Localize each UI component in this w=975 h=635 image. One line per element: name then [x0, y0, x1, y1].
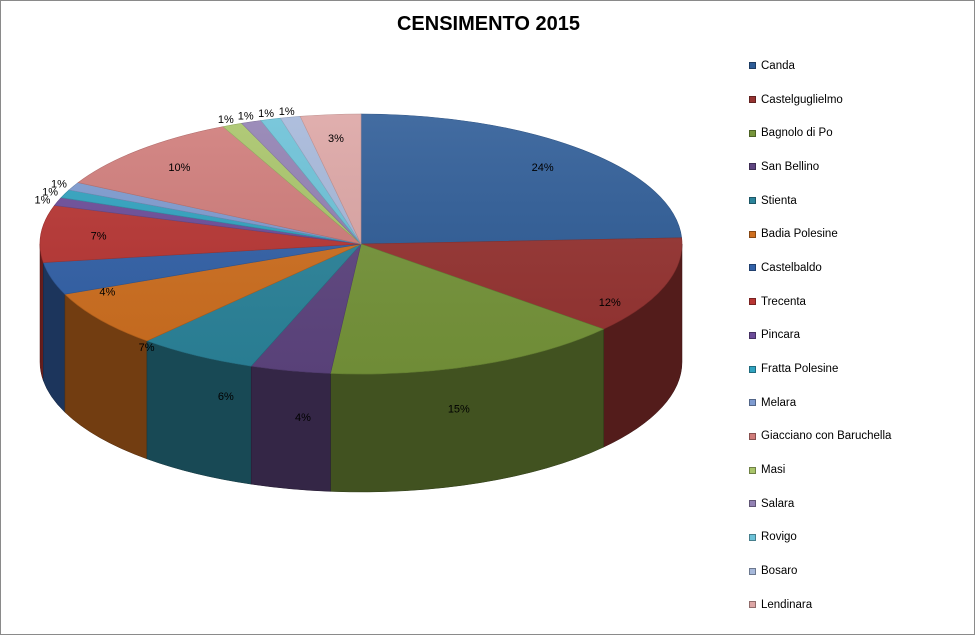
- legend-item-masi: Masi: [749, 453, 969, 487]
- legend-item-castelbaldo: Castelbaldo: [749, 251, 969, 285]
- slice-label-badia-polesine: 7%: [139, 342, 155, 354]
- legend-swatch: [749, 399, 756, 407]
- legend-label: Castelguglielmo: [761, 93, 843, 106]
- slice-label-castelbaldo: 4%: [99, 286, 115, 298]
- slice-label-lendinara: 3%: [328, 133, 344, 145]
- slice-label-pincara: 1%: [35, 194, 51, 206]
- slice-label-san-bellino: 4%: [295, 412, 311, 424]
- legend-swatch: [749, 567, 756, 575]
- slice-label-stienta: 6%: [218, 391, 234, 403]
- legend-item-badia-polesine: Badia Polesine: [749, 217, 969, 251]
- slice-label-castelguglielmo: 12%: [599, 297, 621, 309]
- legend-item-giacciano-con-baruchella: Giacciano con Baruchella: [749, 420, 969, 454]
- legend-label: Badia Polesine: [761, 228, 838, 241]
- slice-label-melara: 1%: [51, 178, 67, 190]
- legend-label: Stienta: [761, 194, 797, 207]
- legend-swatch: [749, 197, 756, 205]
- legend-label: Bagnolo di Po: [761, 127, 833, 140]
- legend-label: Rovigo: [761, 531, 797, 544]
- slice-label-rovigo: 1%: [258, 108, 274, 120]
- legend-item-castelguglielmo: Castelguglielmo: [749, 83, 969, 117]
- slice-label-masi: 1%: [218, 114, 234, 126]
- legend-swatch: [749, 500, 756, 508]
- legend-label: Trecenta: [761, 295, 806, 308]
- pie-top-sheen: [40, 114, 682, 374]
- legend-label: Lendinara: [761, 598, 813, 611]
- slice-label-giacciano-con-baruchella: 10%: [168, 162, 190, 174]
- legend-item-melara: Melara: [749, 386, 969, 420]
- legend-label: Fratta Polesine: [761, 363, 839, 376]
- pie-side-san-bellino: [250, 365, 331, 492]
- legend-item-san-bellino: San Bellino: [749, 150, 969, 184]
- legend-item-fratta-polesine: Fratta Polesine: [749, 352, 969, 386]
- legend-swatch: [749, 163, 756, 171]
- legend-swatch: [749, 62, 756, 70]
- legend-label: Bosaro: [761, 565, 798, 578]
- legend-item-pincara: Pincara: [749, 319, 969, 353]
- chart-title: CENSIMENTO 2015: [396, 13, 581, 35]
- legend-label: Giacciano con Baruchella: [761, 430, 892, 443]
- legend-swatch: [749, 96, 756, 104]
- legend-item-trecenta: Trecenta: [749, 285, 969, 319]
- legend-label: Masi: [761, 464, 786, 477]
- chart-legend: Canda Castelguglielmo Bagnolo di Po San Bel…: [749, 49, 969, 622]
- slice-label-salara: 1%: [238, 111, 254, 123]
- slice-label-bosaro: 1%: [279, 106, 295, 118]
- slice-label-trecenta: 7%: [91, 231, 107, 243]
- legend-swatch: [749, 298, 756, 306]
- legend-label: Canda: [761, 59, 795, 72]
- legend-swatch: [749, 432, 756, 440]
- legend-item-canda: Canda: [749, 49, 969, 83]
- slice-label-bagnolo-di-po: 15%: [448, 404, 470, 416]
- legend-label: Salara: [761, 497, 795, 510]
- legend-swatch: [749, 365, 756, 373]
- legend-label: Melara: [761, 396, 797, 409]
- legend-item-bosaro: Bosaro: [749, 554, 969, 588]
- slice-label-fratta-polesine: 1%: [42, 186, 58, 198]
- legend-swatch: [749, 230, 756, 238]
- legend-label: Pincara: [761, 329, 800, 342]
- legend-item-lendinara: Lendinara: [749, 588, 969, 622]
- legend-item-rovigo: Rovigo: [749, 521, 969, 555]
- pie-side-trecenta: [39, 243, 44, 381]
- legend-swatch: [749, 466, 756, 474]
- legend-label: Castelbaldo: [761, 261, 822, 274]
- legend-swatch: [749, 601, 756, 609]
- legend-item-bagnolo-di-po: Bagnolo di Po: [749, 116, 969, 150]
- legend-label: San Bellino: [761, 160, 820, 173]
- slice-label-canda: 24%: [532, 162, 554, 174]
- legend-item-stienta: Stienta: [749, 184, 969, 218]
- legend-item-salara: Salara: [749, 487, 969, 521]
- legend-swatch: [749, 331, 756, 339]
- legend-swatch: [749, 129, 756, 137]
- legend-swatch: [749, 533, 756, 541]
- legend-swatch: [749, 264, 756, 272]
